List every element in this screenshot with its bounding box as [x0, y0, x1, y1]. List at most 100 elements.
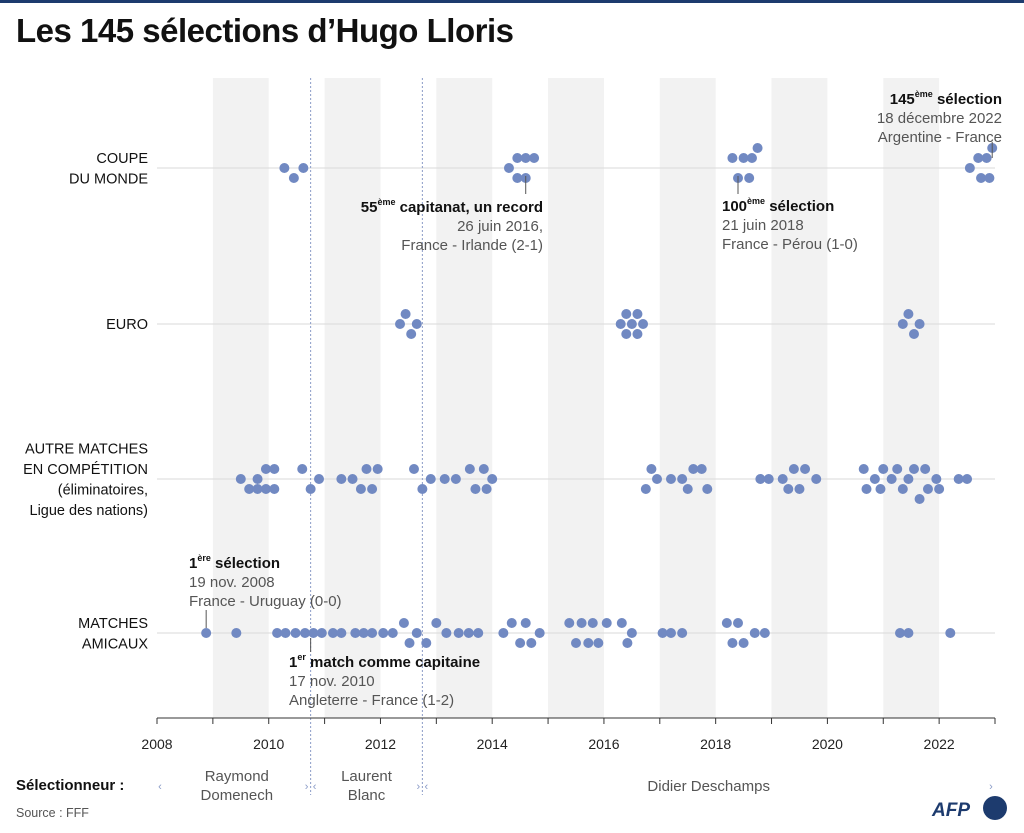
- match-dot-amicaux: [308, 628, 319, 638]
- match-dot-euro: [632, 309, 643, 319]
- match-dot-euro: [621, 329, 632, 339]
- match-dot-amicaux: [378, 628, 389, 638]
- match-dot-comp: [478, 464, 489, 474]
- chart-title: Les 145 sélections d’Hugo Lloris: [16, 12, 514, 49]
- coach-period-chevron: ›: [989, 781, 993, 793]
- match-dot-comp: [235, 474, 246, 484]
- match-dot-amicaux: [727, 638, 738, 648]
- match-dot-amicaux: [316, 628, 327, 638]
- category-label-cdm: COUPE: [96, 151, 148, 167]
- match-dot-comp: [908, 464, 919, 474]
- match-dot-comp: [252, 484, 263, 494]
- match-dot-comp: [487, 474, 498, 484]
- match-dot-amicaux: [526, 638, 537, 648]
- match-dot-amicaux: [945, 628, 956, 638]
- match-dot-euro: [395, 319, 406, 329]
- match-dot-comp: [755, 474, 766, 484]
- match-dot-amicaux: [759, 628, 770, 638]
- match-dot-comp: [470, 484, 481, 494]
- match-dot-amicaux: [601, 618, 612, 628]
- match-dot-comp: [811, 474, 822, 484]
- coach-period-chevron: ›: [305, 781, 309, 793]
- coach-change-lines: [310, 78, 423, 795]
- match-dot-euro: [914, 319, 925, 329]
- match-dot-amicaux: [733, 618, 744, 628]
- year-band: [436, 78, 493, 718]
- match-dot-comp: [408, 464, 419, 474]
- match-dot-comp: [260, 484, 271, 494]
- match-dot-amicaux: [593, 638, 604, 648]
- match-dot-cdm: [727, 153, 738, 163]
- match-dot-cdm: [738, 153, 749, 163]
- match-dot-comp: [464, 464, 475, 474]
- annotation-date-captain1: 17 nov. 2010: [289, 673, 375, 690]
- match-dot-amicaux: [571, 638, 581, 648]
- category-label-cdm: DU MONDE: [69, 171, 148, 187]
- match-dot-amicaux: [272, 628, 283, 638]
- match-dot-comp: [450, 474, 461, 484]
- annotation-match-cap55: France - Irlande (2-1): [401, 237, 543, 254]
- year-band: [659, 78, 716, 718]
- match-dot-amicaux: [441, 628, 452, 638]
- x-tick-label: 2014: [477, 736, 508, 752]
- match-dot-comp: [269, 464, 280, 474]
- annotation-match-sel100: France - Pérou (1-0): [722, 236, 858, 253]
- match-dot-cdm: [981, 153, 992, 163]
- match-dot-comp: [314, 474, 325, 484]
- match-dot-euro: [400, 309, 411, 319]
- match-dot-amicaux: [677, 628, 688, 638]
- match-dot-cdm: [744, 173, 755, 183]
- match-dot-amicaux: [431, 618, 442, 628]
- match-dot-comp: [886, 474, 897, 484]
- annotation-date-sel145: 18 décembre 2022: [877, 110, 1002, 127]
- match-dot-comp: [788, 464, 799, 474]
- match-dot-comp: [367, 484, 378, 494]
- year-band: [548, 78, 604, 718]
- year-band: [324, 78, 381, 718]
- annotation-match-captain1: Angleterre - France (1-2): [289, 692, 454, 709]
- match-dot-amicaux: [622, 638, 633, 648]
- match-dot-amicaux: [404, 638, 415, 648]
- x-tick-label: 2020: [812, 736, 843, 752]
- match-dot-amicaux: [587, 618, 598, 628]
- match-dot-comp: [869, 474, 880, 484]
- match-dot-comp: [934, 484, 945, 494]
- match-dot-amicaux: [721, 618, 732, 628]
- match-dot-comp: [260, 464, 271, 474]
- category-label-comp: EN COMPÉTITION: [23, 461, 148, 478]
- annotation-match-sel145: Argentine - France: [878, 129, 1002, 146]
- coach-name: Domenech: [201, 787, 274, 804]
- x-tick-label: 2016: [588, 736, 619, 752]
- match-dot-comp: [763, 474, 774, 484]
- annotation-date-first: 19 nov. 2008: [189, 574, 275, 591]
- match-dot-amicaux: [534, 628, 545, 638]
- match-dot-comp: [336, 474, 347, 484]
- coaches-label: Sélectionneur :: [16, 777, 124, 794]
- match-dot-amicaux: [421, 638, 432, 648]
- match-dot-amicaux: [453, 628, 464, 638]
- category-label-euro: EURO: [106, 317, 148, 333]
- match-dot-amicaux: [463, 628, 474, 638]
- top-accent-bar: [0, 0, 1024, 3]
- x-tick-label: 2010: [253, 736, 284, 752]
- match-dot-amicaux: [290, 628, 301, 638]
- coach-name: Laurent: [341, 768, 393, 785]
- match-dot-comp: [439, 474, 450, 484]
- match-dot-amicaux: [201, 628, 212, 638]
- match-dot-amicaux: [350, 628, 361, 638]
- annotation-title-sel100: 100ème sélection: [722, 196, 834, 215]
- coach-name: Didier Deschamps: [647, 778, 770, 795]
- match-dot-comp: [931, 474, 942, 484]
- x-tick-label: 2018: [700, 736, 731, 752]
- annotation-date-cap55: 26 juin 2016,: [457, 218, 543, 235]
- match-dot-amicaux: [564, 618, 575, 628]
- annotation-title-sel145: 145ème sélection: [890, 89, 1002, 108]
- match-dot-comp: [640, 484, 651, 494]
- match-dot-comp: [425, 474, 436, 484]
- annotation-title-first: 1ère sélection: [189, 553, 280, 572]
- match-dot-amicaux: [626, 628, 637, 638]
- match-dot-amicaux: [280, 628, 291, 638]
- match-dot-comp: [361, 464, 372, 474]
- match-dot-amicaux: [398, 618, 409, 628]
